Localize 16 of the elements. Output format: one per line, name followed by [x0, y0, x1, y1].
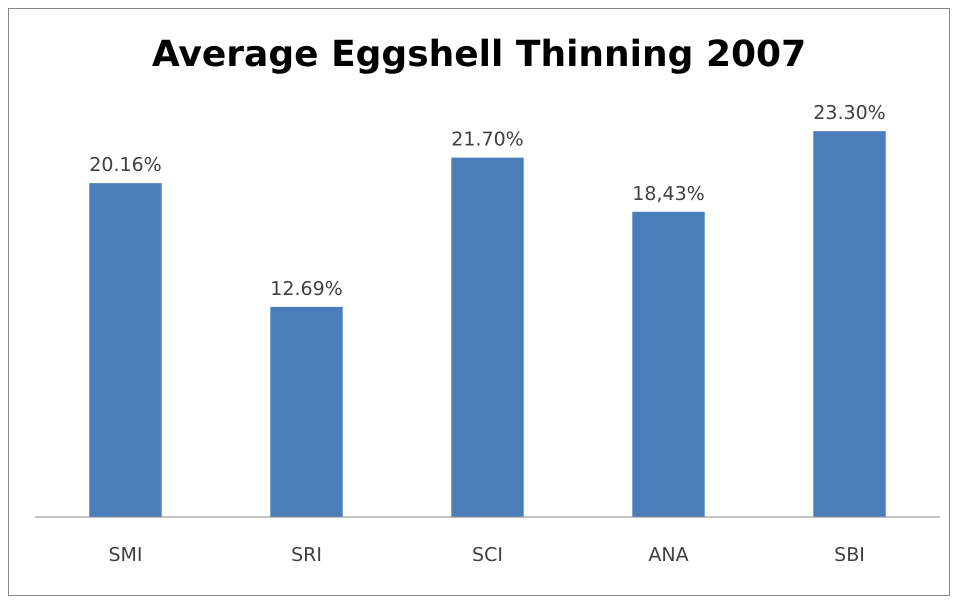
- x-tick-label: SRI: [291, 544, 322, 566]
- x-tick-label: SCI: [472, 544, 503, 566]
- x-tick-label: SBI: [834, 544, 865, 566]
- bar: [270, 306, 343, 517]
- bar: [451, 158, 524, 517]
- bar: [89, 183, 162, 517]
- x-tick-label: ANA: [648, 544, 689, 566]
- data-label: 21.70%: [451, 128, 524, 151]
- data-label: 12.69%: [270, 278, 343, 300]
- data-label: 18,43%: [632, 182, 705, 205]
- data-label: 23.30%: [813, 102, 886, 124]
- bar: [632, 212, 705, 517]
- data-label: 20.16%: [89, 154, 162, 176]
- chart-title: Average Eggshell Thinning 2007: [152, 34, 806, 75]
- x-tick-label: SMI: [108, 544, 143, 566]
- bar: [813, 131, 886, 517]
